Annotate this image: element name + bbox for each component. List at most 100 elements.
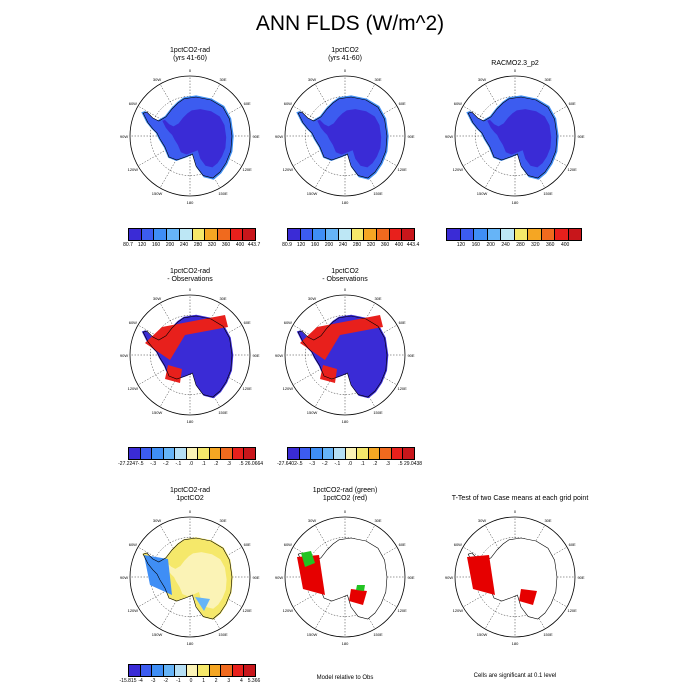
longitude-label: 90E: [252, 353, 259, 358]
longitude-label: 120E: [567, 608, 577, 613]
panel7-colorbar: [128, 664, 256, 677]
longitude-label: 120W: [128, 167, 139, 172]
colorbar-swatch: [541, 229, 555, 240]
colorbar-swatch: [140, 665, 153, 676]
longitude-label: 60W: [129, 542, 137, 547]
colorbar-label: -.1: [334, 461, 341, 467]
longitude-label: 150W: [477, 632, 488, 637]
colorbar-label: -.2: [162, 461, 169, 467]
colorbar-label: .1: [360, 461, 365, 467]
longitude-label: 120E: [242, 167, 252, 172]
longitude-label: 30E: [219, 518, 226, 523]
colorbar-label: 280: [193, 242, 203, 248]
longitude-label: 90E: [407, 353, 414, 358]
longitude-label: 60E: [244, 542, 251, 547]
perturbation-field: [164, 552, 227, 609]
colorbar-swatch: [368, 448, 381, 459]
coastline: [297, 96, 388, 179]
panel1-title-line2: (yrs 41-60): [173, 55, 207, 62]
colorbar-swatch: [334, 448, 346, 459]
longitude-label: 30W: [308, 77, 316, 82]
panel8-title-line1: 1pctCO2-rad (green): [312, 487, 378, 494]
colorbar-label: -2: [163, 678, 169, 684]
colorbar-label: -.5: [296, 461, 303, 467]
colorbar-label: 29.0438: [403, 461, 423, 467]
colorbar-swatch: [152, 665, 164, 676]
longitude-label: 30W: [153, 518, 161, 523]
colorbar-label: -1: [176, 678, 181, 684]
map-border: [129, 516, 251, 638]
panel4-colorbar: [128, 447, 256, 460]
longitude-label: 90E: [407, 575, 414, 580]
colorbar-label: -.3: [309, 461, 316, 467]
colorbar-label: 5.366: [247, 678, 261, 684]
colorbar-label: 320: [531, 242, 540, 248]
map-border: [284, 75, 406, 197]
coastline: [467, 96, 558, 179]
colorbar-swatch: [129, 448, 141, 459]
longitude-label: 0: [189, 287, 192, 292]
colorbar-swatch: [345, 448, 358, 459]
colorbar-swatch: [351, 229, 365, 240]
longitude-label: 30W: [478, 77, 486, 82]
significant-cells: [349, 589, 367, 605]
colorbar-swatch: [376, 229, 390, 240]
longitude-label: 60W: [284, 320, 292, 325]
colorbar-label: 200: [165, 242, 175, 248]
longitude-label: 90W: [445, 575, 453, 580]
panel1-title: 1pctCO2-rad (yrs 41-60): [130, 47, 250, 63]
interior-field: [317, 109, 382, 168]
colorbar-swatch: [244, 448, 256, 459]
longitude-label: 150E: [543, 632, 553, 637]
longitude-label: 0: [344, 68, 347, 73]
colorbar-swatch: [487, 229, 501, 240]
colorbar-swatch: [179, 229, 193, 240]
panel2-colorbar-labels: 80.9 120 160 200 240 280 320 360 400 443.4: [282, 242, 419, 250]
colorbar-swatch: [357, 448, 369, 459]
panel9-title: T-Test of two Case means at each grid po…: [425, 495, 615, 503]
colorbar-label: 360: [221, 242, 231, 248]
longitude-label: 90W: [120, 134, 128, 139]
colorbar-swatch: [403, 448, 415, 459]
longitude-label: 180: [342, 200, 349, 205]
panel7-title-line1: 1pctCO2-rad: [169, 487, 211, 494]
longitude-label: 60W: [284, 542, 292, 547]
longitude-label: 30E: [219, 77, 226, 82]
colorbar-swatch: [186, 665, 199, 676]
colorbar-swatch: [501, 229, 515, 240]
colorbar-label: -.5: [137, 461, 144, 467]
longitude-label: 30E: [219, 296, 226, 301]
colorbar-label: .3: [226, 461, 231, 467]
colorbar-label: 160: [471, 242, 480, 248]
colorbar-label: 120: [296, 242, 306, 248]
panel5-title: 1pctCO2 - Observations: [285, 268, 405, 284]
panel7-map: 0 30E 60E 90E 120E 150E 180 150W 120W 90W 60W 30W: [120, 509, 260, 646]
colorbar-swatch: [230, 229, 244, 240]
map-border: [454, 516, 576, 638]
longitude-label: 60E: [244, 101, 251, 106]
longitude-label: 90E: [252, 575, 259, 580]
colorbar-swatch: [555, 229, 569, 240]
colorbar-label: 3: [227, 678, 231, 684]
longitude-label: 180: [512, 641, 519, 646]
longitude-label: 120E: [242, 608, 252, 613]
colorbar-label: -.1: [175, 461, 182, 467]
longitude-label: 90E: [577, 134, 584, 139]
significant-cells: [297, 555, 325, 595]
longitude-label: 60E: [399, 542, 406, 547]
colorbar-swatch: [198, 448, 210, 459]
panel5-title-line2: - Observations: [322, 276, 368, 283]
longitude-label: 60W: [284, 101, 292, 106]
longitude-label: 90E: [407, 134, 414, 139]
panel4-map: 0 30E 60E 90E 120E 150E 180 150W 120W 90W 60W 30W: [120, 287, 260, 424]
longitude-label: 180: [187, 419, 194, 424]
colorbar-label: 320: [366, 242, 376, 248]
longitude-label: 150W: [307, 632, 318, 637]
map-border: [284, 516, 406, 638]
panel4-title: 1pctCO2-rad - Observations: [130, 268, 250, 284]
colorbar-swatch: [299, 448, 312, 459]
colorbar-swatch: [568, 229, 581, 240]
colorbar-swatch: [244, 665, 256, 676]
longitude-label: 90W: [120, 353, 128, 358]
significant-cells-green: [301, 551, 315, 567]
